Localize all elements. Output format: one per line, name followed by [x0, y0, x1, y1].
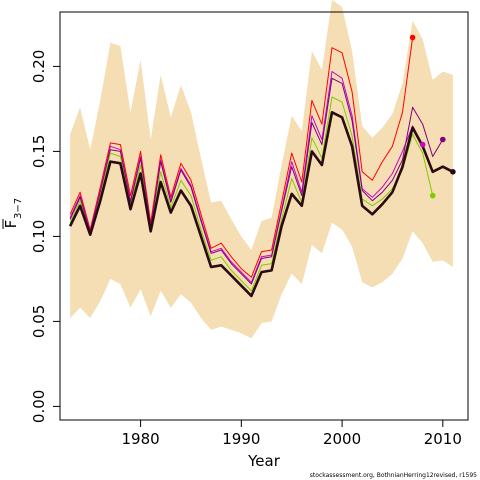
series-end-point-1: [409, 34, 416, 41]
y-axis-title-symbol: F: [2, 220, 20, 229]
series-line-1: [69, 37, 414, 278]
end-points-layer: [409, 34, 456, 199]
y-tick-label-4: 0.20: [30, 50, 48, 83]
confidence-band-layer: [70, 0, 453, 339]
x-tick-label-1980: 1980: [121, 430, 159, 448]
y-tick-label-0: 0.00: [30, 390, 48, 423]
confidence-band: [70, 0, 453, 339]
credit-text: stockassessment.org, BothnianHerring12re…: [310, 472, 477, 479]
series-layer: [68, 37, 454, 298]
x-tick-label-2000: 2000: [323, 430, 361, 448]
x-tick-label-1990: 1990: [222, 430, 260, 448]
x-tick-label-2010: 2010: [424, 430, 462, 448]
series-end-point-4: [429, 192, 436, 199]
series-end-point-5: [450, 169, 456, 175]
y-axis-title: F 3−7: [2, 198, 24, 229]
y-tick-label-1: 0.05: [30, 305, 48, 338]
y-axis: 0.00 0.05 0.10 0.15 0.20: [30, 50, 60, 423]
y-tick-label-3: 0.15: [30, 135, 48, 168]
series-end-point-3: [440, 136, 446, 143]
series-end-point-2: [419, 141, 426, 148]
y-axis-title-subscript: 3−7: [13, 198, 24, 219]
x-axis-title: Year: [247, 452, 281, 470]
plot-frame: [59, 11, 469, 421]
y-tick-label-2: 0.10: [30, 220, 48, 253]
x-axis: 1980 1990 2000 2010: [121, 420, 462, 448]
series-line-5: [68, 111, 454, 298]
series-line-3: [69, 77, 444, 285]
